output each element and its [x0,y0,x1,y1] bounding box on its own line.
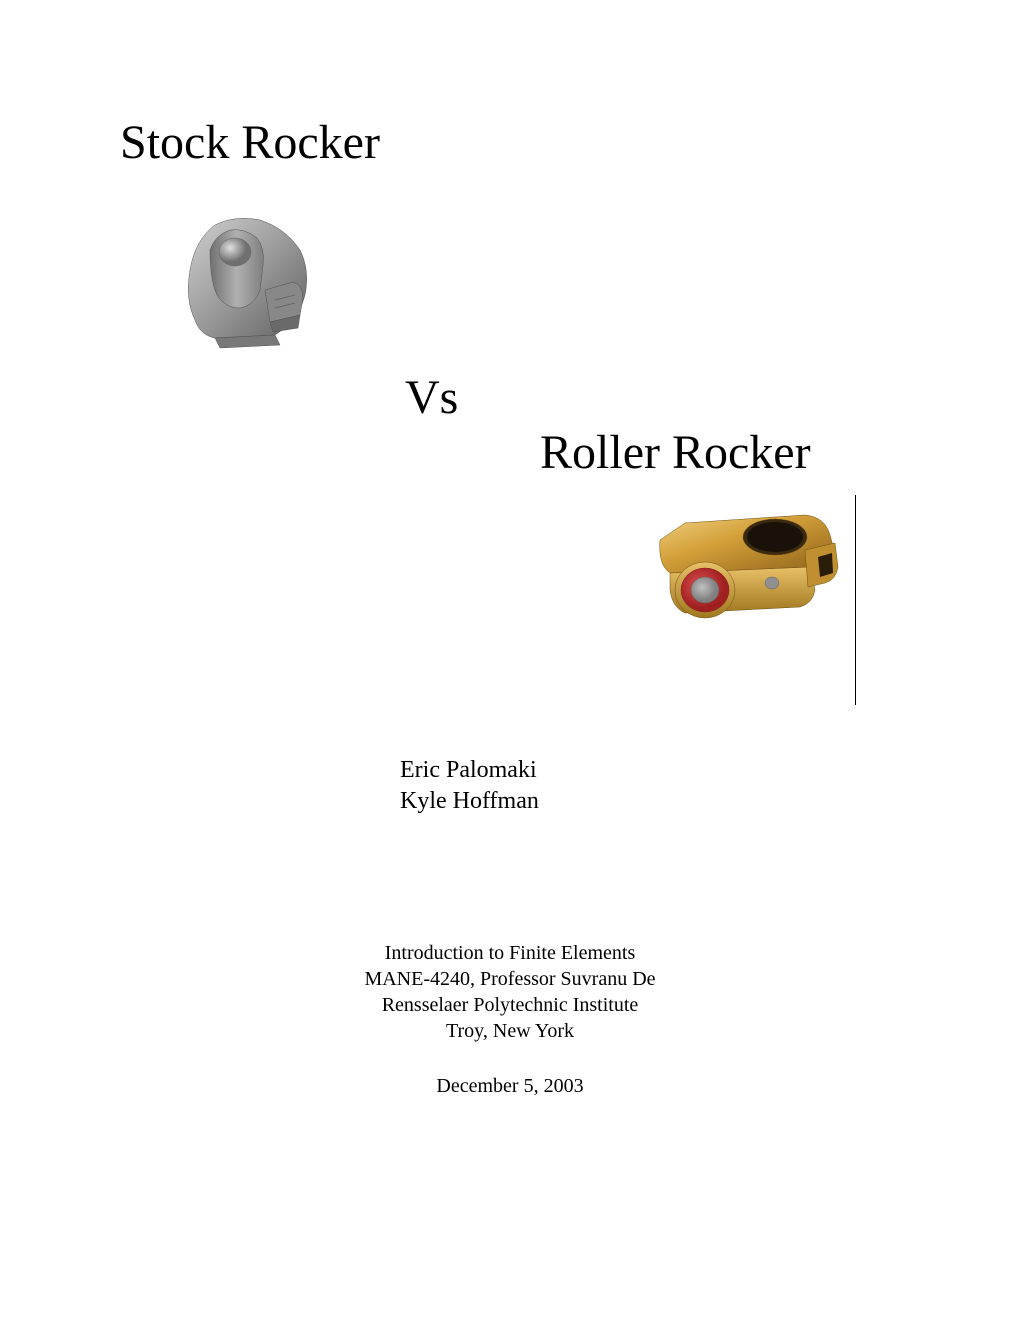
stock-rocker-image [165,200,335,360]
vertical-divider [855,495,856,705]
course-info-block: Introduction to Finite Elements MANE-424… [0,940,1020,1044]
institution: Rensselaer Polytechnic Institute [0,992,1020,1018]
roller-rocker-image [630,495,850,640]
course-code: MANE-4240, Professor Suvranu De [0,966,1020,992]
author-2: Kyle Hoffman [400,786,539,817]
title-vs: Vs [405,370,458,425]
title-roller-rocker: Roller Rocker [540,425,811,480]
authors-block: Eric Palomaki Kyle Hoffman [400,755,539,817]
document-date: December 5, 2003 [0,1075,1020,1098]
course-title: Introduction to Finite Elements [0,940,1020,966]
author-1: Eric Palomaki [400,755,539,786]
title-stock-rocker: Stock Rocker [120,115,380,170]
location: Troy, New York [0,1018,1020,1044]
